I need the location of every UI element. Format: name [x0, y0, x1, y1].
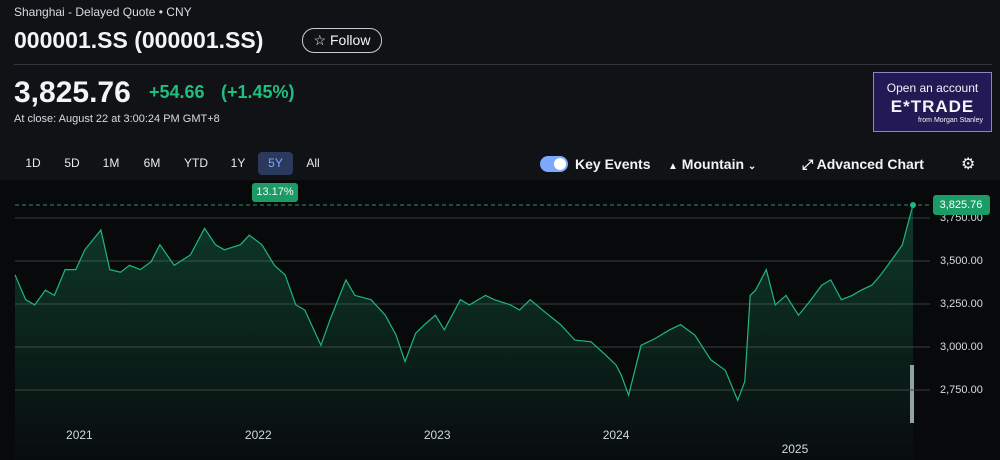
ticker-title: 000001.SS (000001.SS): [14, 27, 264, 53]
y-tick-label: 3,250.00: [940, 298, 983, 310]
range-button[interactable]: YTD: [184, 156, 208, 170]
ad-line: Open an account: [886, 81, 979, 95]
last-price-badge: [933, 194, 990, 215]
key-events-label: Key Events: [575, 156, 651, 172]
range-button[interactable]: 1D: [25, 156, 41, 170]
range-button[interactable]: 6M: [143, 156, 161, 170]
price: 3,825.76: [14, 76, 131, 109]
advanced-label: Advanced Chart: [816, 156, 924, 172]
y-tick-label: 3,000.00: [940, 341, 983, 353]
change: +54.66: [149, 82, 205, 102]
last-price-label: 3,825.76: [940, 199, 983, 211]
follow-label: Follow: [329, 32, 371, 48]
advanced-chart[interactable]: ⤢ Advanced Chart: [802, 156, 924, 172]
ad-sub: from Morgan Stanley: [918, 117, 983, 124]
range-button[interactable]: 5Y: [258, 152, 293, 175]
range-change: 13.17%: [252, 183, 298, 202]
last-point: [910, 201, 916, 208]
settings-icon[interactable]: ⚙: [961, 156, 976, 173]
range-button[interactable]: All: [306, 156, 320, 170]
range-button[interactable]: 5D: [64, 156, 80, 170]
area: [15, 205, 913, 460]
range-button[interactable]: 1M: [102, 156, 120, 170]
line: [14, 204, 914, 402]
chart-type-menu[interactable]: ▲ Mountain ⌄: [668, 156, 757, 172]
y-tick-label: 3,500.00: [940, 255, 983, 267]
key-events-toggle[interactable]: [540, 156, 568, 172]
chart-type-label: Mountain: [681, 156, 745, 172]
divider: [14, 64, 992, 65]
ad-box[interactable]: Open an account E*TRADE from Morgan Stan…: [873, 72, 992, 132]
follow-button[interactable]: ☆ Follow: [302, 28, 382, 53]
y-tick-label: 2,750.00: [940, 384, 983, 396]
range-button[interactable]: 1Y: [230, 156, 246, 170]
exchange: Shanghai - Delayed Quote • CNY: [14, 5, 192, 19]
change-pct: (+1.45%): [221, 82, 295, 102]
ad-brand: E*TRADE: [890, 97, 975, 116]
close-time: At close: August 22 at 3:00:24 PM GMT+8: [14, 113, 220, 125]
